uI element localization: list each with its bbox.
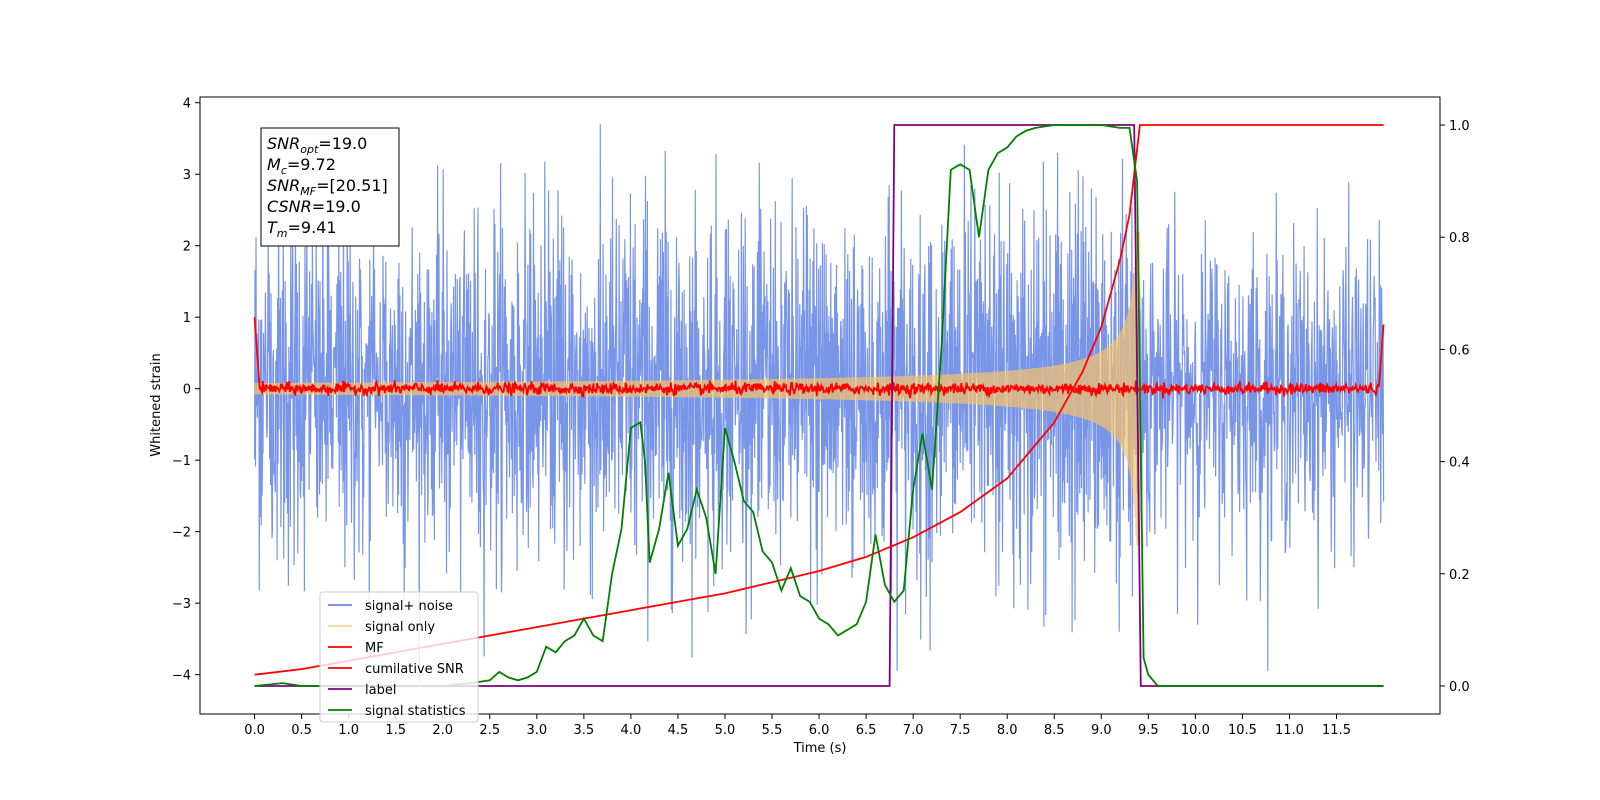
legend-label: MF	[365, 641, 384, 656]
info-line: SNRMF=[20.51]	[267, 176, 388, 198]
series-signal-noise	[254, 124, 1385, 682]
plot-frame	[199, 96, 1441, 715]
legend-frame	[319, 591, 479, 723]
y2-axis: 1.0 0.8 0.6 0.4 0.2 0.0	[1440, 119, 1470, 695]
y-axis-label: Whitened strain	[149, 353, 164, 456]
x-tick-label: 10.5	[1228, 723, 1257, 738]
info-line: CSNR=19.0	[267, 197, 361, 216]
x-tick-label: 7.5	[950, 723, 971, 738]
x-axis-label: Time (s)	[793, 741, 847, 756]
y2-tick-label: 0.4	[1449, 456, 1470, 471]
x-tick-label: 8.5	[1044, 723, 1065, 738]
y2-tick-label: 0.8	[1449, 231, 1470, 246]
legend-label: signal only	[365, 620, 435, 635]
info-box-frame	[260, 127, 400, 247]
x-tick-label: 5.5	[762, 723, 783, 738]
x-tick-label: 4.5	[668, 723, 689, 738]
signal-noise-layer	[254, 124, 1385, 682]
info-box: SNRopt=19.0Mc=9.72SNRMF=[20.51]CSNR=19.0…	[260, 127, 400, 247]
x-tick-label: 11.0	[1275, 723, 1304, 738]
y-tick-label: 1	[183, 311, 191, 326]
x-tick-label: 4.0	[621, 723, 642, 738]
x-tick-label: 3.0	[526, 723, 547, 738]
series-mf	[253, 317, 1385, 399]
y-tick-label: 2	[183, 240, 191, 255]
y-tick-label: 0	[183, 383, 191, 398]
x-tick-label: 3.5	[574, 723, 595, 738]
series-signal-only	[254, 231, 1141, 546]
info-line: Mc=9.72	[267, 155, 336, 177]
x-tick-label: 6.5	[856, 723, 877, 738]
x-tick-label: 1.5	[385, 723, 406, 738]
x-axis: 0.0 0.5 1.0 1.5 2.0 2.5 3.0 3.5 4.0 4.5 5.0 5.5 6.0 6…	[244, 714, 1351, 738]
y-tick-label: −4	[172, 669, 191, 684]
x-tick-label: 11.5	[1322, 723, 1351, 738]
x-tick-label: 7.0	[903, 723, 924, 738]
series-signal-statistics	[254, 124, 1384, 687]
legend-label: signal statistics	[365, 704, 466, 719]
x-tick-label: 6.0	[809, 723, 830, 738]
mf-layer	[253, 317, 1385, 399]
y2-tick-label: 0.0	[1449, 680, 1470, 695]
x-tick-label: 2.5	[479, 723, 500, 738]
legend-label: label	[365, 683, 396, 698]
x-tick-label: 10.0	[1181, 723, 1210, 738]
y2-tick-label: 1.0	[1449, 119, 1470, 134]
y2-tick-label: 0.6	[1449, 343, 1470, 358]
legend-label: signal+ noise	[365, 599, 453, 614]
y-tick-label: 3	[183, 168, 191, 183]
x-tick-label: 0.0	[244, 723, 265, 738]
y-tick-label: −1	[172, 454, 191, 469]
x-tick-label: 5.0	[715, 723, 736, 738]
x-tick-label: 2.0	[432, 723, 453, 738]
x-tick-label: 9.0	[1091, 723, 1112, 738]
legend: signal+ noise signal only MF cumilative SNR…	[319, 591, 479, 723]
legend-label: cumilative SNR	[365, 662, 464, 677]
y-axis: 4 3 2 1 0 −1 −2 −3 −4	[172, 97, 200, 684]
x-tick-label: 0.5	[291, 723, 312, 738]
x-tick-label: 9.5	[1138, 723, 1159, 738]
signal-only-layer	[254, 231, 1141, 546]
y-tick-label: −3	[172, 597, 191, 612]
info-line: Tm=9.41	[267, 218, 337, 240]
y-tick-label: −2	[172, 526, 191, 541]
x-tick-label: 8.0	[997, 723, 1018, 738]
y-tick-label: 4	[183, 97, 191, 112]
y2-tick-label: 0.2	[1449, 568, 1470, 583]
info-line: SNRopt=19.0	[267, 134, 367, 156]
x-tick-label: 1.0	[338, 723, 359, 738]
